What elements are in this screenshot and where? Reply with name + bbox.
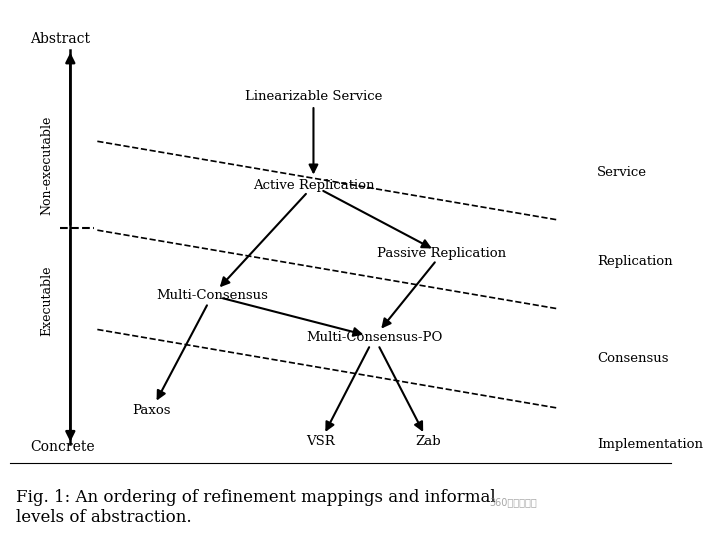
Text: VSR: VSR [306,435,335,449]
Text: Replication: Replication [597,255,672,268]
Text: Fig. 1: An ordering of refinement mappings and informal
levels of abstraction.: Fig. 1: An ordering of refinement mappin… [17,489,496,525]
Text: Passive Replication: Passive Replication [377,247,506,260]
Text: Service: Service [597,166,647,179]
Text: Non-executable: Non-executable [40,115,53,214]
Text: Implementation: Implementation [597,438,703,451]
Text: Multi-Consensus-PO: Multi-Consensus-PO [306,331,442,344]
Text: 360基础架构组: 360基础架构组 [489,497,537,507]
Text: Paxos: Paxos [132,404,171,417]
Text: Consensus: Consensus [597,352,669,364]
Text: Linearizable Service: Linearizable Service [245,91,382,103]
Text: Concrete: Concrete [30,440,94,454]
Text: Abstract: Abstract [30,32,90,47]
Text: Executable: Executable [40,265,53,336]
Text: Zab: Zab [415,435,441,449]
Text: Active Replication: Active Replication [253,179,374,192]
Text: Multi-Consensus: Multi-Consensus [156,289,268,302]
